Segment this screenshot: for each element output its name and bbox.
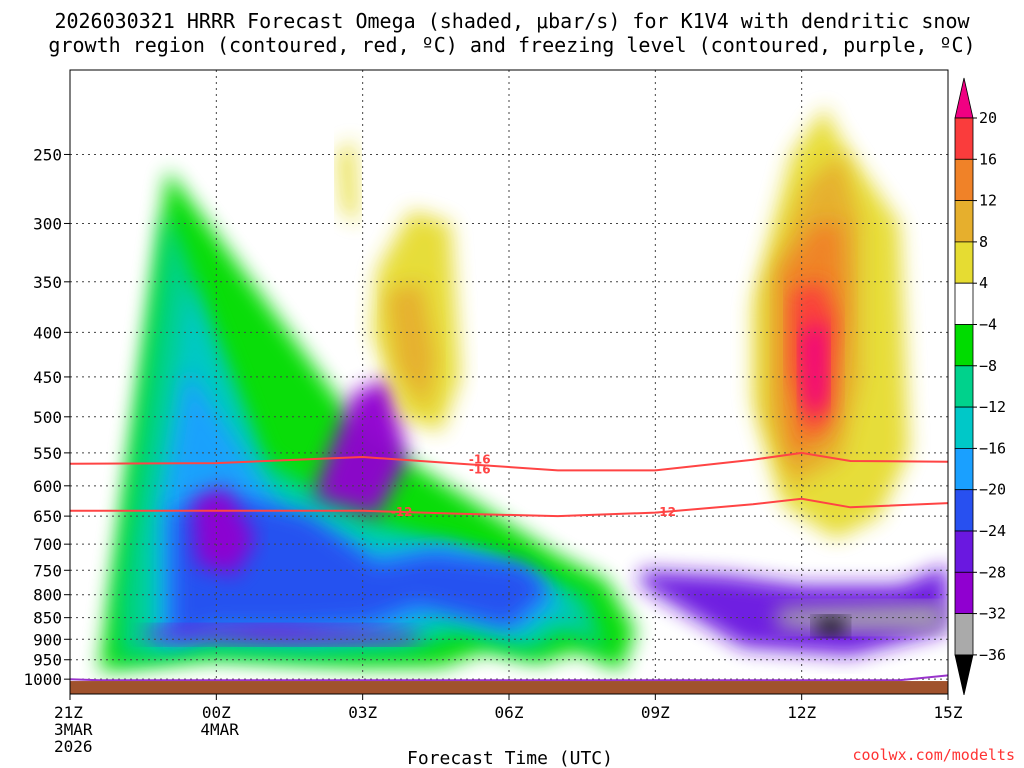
colorbar-label-0: 20 [979,109,997,127]
colorbar-label-5: −4 [979,316,997,334]
colorbar-label-2: 12 [979,192,997,210]
y-tick-label-500: 500 [33,408,62,427]
contour-label--16: -16 [469,462,491,476]
colorbar-triangle-bottom [954,654,974,695]
omega-region-18 [387,281,436,410]
colorbar-swatch-11 [954,200,974,243]
colorbar-swatch-12 [954,158,974,202]
y-tick-label-550: 550 [33,444,62,463]
chart-title-line-1: 2026030321 HRRR Forecast Omega (shaded, … [54,9,970,33]
colorbar-swatch-6 [954,406,974,449]
omega-shaded-field [99,106,948,672]
omega-region-5 [172,498,548,640]
x-tick-label-0-2: 2026 [54,737,93,756]
x-tick-label-3-1: 4MAR [200,720,239,739]
contour-line--12 [70,497,948,518]
x-tick-label-12-0: 09Z [641,703,670,722]
y-tick-label-700: 700 [33,535,62,554]
y-tick-label-800: 800 [33,586,62,605]
contour-label--16: -16 [469,453,491,467]
x-axis-label: Forecast Time (UTC) [407,748,613,768]
colorbar-swatch-7 [954,365,974,408]
colorbar-swatch-3 [954,530,974,573]
contour-label--12: -12 [654,505,676,519]
x-tick-label-3-0: 00Z [202,703,231,722]
colorbar-label-13: −36 [979,646,1006,664]
omega-region-11 [816,617,846,635]
omega-region-19 [338,139,358,224]
freezing-level-line [70,674,948,682]
y-tick-label-600: 600 [33,477,62,496]
y-tick-label-300: 300 [33,214,62,233]
x-tick-label-0-0: 21Z [54,703,83,722]
colorbar-swatch-1 [954,613,974,656]
x-tick-label-9-0: 06Z [495,703,524,722]
colorbar-swatch-13 [954,117,974,160]
colorbar-swatch-10 [954,241,974,284]
credit-text: coolwx.com/modelts [852,746,1015,764]
colorbar-label-6: −8 [979,357,997,375]
y-tick-label-250: 250 [33,145,62,164]
x-tick-label-0-1: 3MAR [54,720,93,739]
y-tick-label-950: 950 [33,651,62,670]
y-tick-label-650: 650 [33,507,62,526]
colorbar-swatch-2 [954,571,974,614]
colorbar-swatch-4 [954,489,974,532]
x-tick-label-15-0: 12Z [787,703,816,722]
contour-line--16 [70,451,948,472]
ground-surface [70,681,948,694]
omega-region-6 [313,376,407,517]
x-tick-label-18-0: 15Z [934,703,963,722]
x-tick-label-6-0: 03Z [348,703,377,722]
colorbar-triangle-top [954,77,974,119]
colorbar-label-1: 16 [979,150,997,168]
y-axis: 250 300 350 400 450 500 550 600 650 700 750 800 850 9… [23,145,70,689]
colorbar-label-8: −16 [979,439,1006,457]
contour-label--12: -12 [391,505,413,519]
y-tick-label-1000: 1000 [23,670,62,689]
omega-region-16 [801,322,827,417]
y-tick-label-750: 750 [33,561,62,580]
colorbar-label-3: 8 [979,233,988,251]
y-tick-label-450: 450 [33,368,62,387]
colorbar-label-11: −28 [979,563,1006,581]
colorbar-label-10: −24 [979,522,1006,540]
colorbar-label-7: −12 [979,398,1006,416]
y-tick-label-900: 900 [33,630,62,649]
colorbar-swatch-9 [954,282,974,325]
temperature-contours: -16-16 -12 -12 [70,451,948,682]
plot-area: -16-16 -12 -12 [70,70,948,694]
omega-region-7 [191,485,256,576]
colorbar-label-4: 4 [979,274,988,292]
colorbar-label-9: −20 [979,481,1006,499]
y-tick-label-350: 350 [33,273,62,292]
colorbar-label-12: −32 [979,605,1006,623]
colorbar-swatch-5 [954,447,974,491]
omega-region-8 [143,626,422,644]
colorbar-swatch-8 [954,324,974,367]
y-tick-label-400: 400 [33,323,62,342]
colorbar: 20 16 12 8 4 −4 −8 −12 −16 −20 −24 −28 −32 −36 [954,77,1006,695]
chart-title-line-2: growth region (contoured, red, ºC) and f… [48,33,975,57]
y-tick-label-850: 850 [33,609,62,628]
grid-lines [70,70,948,694]
